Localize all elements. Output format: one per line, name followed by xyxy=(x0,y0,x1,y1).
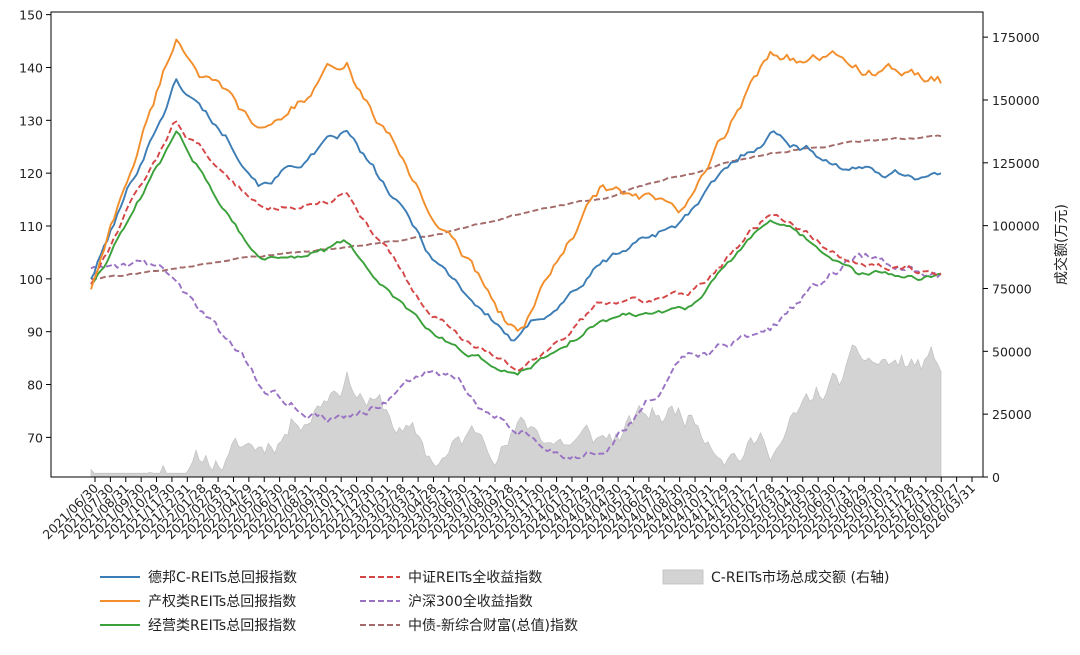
left-y-tick-label: 70 xyxy=(27,430,43,445)
left-y-tick-label: 110 xyxy=(19,219,43,234)
left-y-tick-label: 150 xyxy=(19,8,43,23)
legend-label-area: C-REITs市场总成交额 (右轴) xyxy=(711,569,889,586)
plot-frame xyxy=(50,11,984,478)
left-y-tick-label: 100 xyxy=(19,272,43,287)
legend-swatch-area xyxy=(662,569,704,585)
series-line-5 xyxy=(90,134,942,280)
lines-layer xyxy=(90,38,942,460)
area-c-reits-volume xyxy=(90,344,942,478)
legend-label-1: 产权类REITs总回报指数 xyxy=(148,594,296,610)
left-y-tick-label: 90 xyxy=(27,325,43,340)
left-y-tick-label: 80 xyxy=(27,378,43,393)
series-line-0 xyxy=(90,78,942,342)
x-axis: 2021/06/302021/07/302021/08/312021/09/30… xyxy=(40,477,978,542)
right-y-axis: 0 25000 50000 75000 100000 125000 150000 175000… xyxy=(983,30,1070,485)
left-y-axis: 70 80 90 100 110 120 130 140 150 xyxy=(19,8,51,445)
left-y-tick-label: 140 xyxy=(19,60,43,75)
right-y-tick-label: 150000 xyxy=(992,93,1040,108)
legend-label-4: 沪深300全收益指数 xyxy=(408,593,533,610)
right-y-tick-label: 50000 xyxy=(992,344,1032,359)
left-y-tick-label: 130 xyxy=(19,113,43,128)
left-y-tick-label: 120 xyxy=(19,166,43,181)
series-line-3 xyxy=(90,120,942,372)
legend-label-0: 德邦C-REITs总回报指数 xyxy=(148,570,297,586)
right-y-tick-label: 175000 xyxy=(992,30,1040,45)
legend: 德邦C-REITs总回报指数产权类REITs总回报指数经营类REITs总回报指数… xyxy=(100,569,889,634)
area-layer xyxy=(90,344,942,478)
right-y-tick-label: 0 xyxy=(992,470,1000,485)
right-y-tick-label: 25000 xyxy=(992,407,1032,422)
frame-layer xyxy=(50,11,984,478)
legend-label-3: 中证REITs全收益指数 xyxy=(408,569,542,586)
right-y-tick-label: 75000 xyxy=(992,281,1032,296)
legend-label-2: 经营类REITs总回报指数 xyxy=(148,618,296,634)
series-line-4 xyxy=(90,252,942,460)
legend-label-5: 中债-新综合财富(总值)指数 xyxy=(408,617,578,634)
series-line-1 xyxy=(90,38,942,332)
right-y-tick-label: 100000 xyxy=(992,219,1040,234)
right-y-axis-title: 成交额(万元) xyxy=(1053,204,1070,285)
series-line-2 xyxy=(90,130,942,376)
right-y-tick-label: 125000 xyxy=(992,156,1040,171)
